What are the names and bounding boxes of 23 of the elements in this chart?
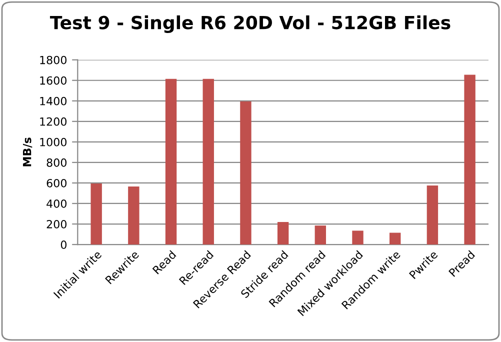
bar — [202, 78, 214, 245]
bar — [390, 232, 401, 245]
y-tick-label: 1000 — [40, 138, 66, 146]
bar — [90, 183, 102, 245]
bar — [426, 186, 438, 245]
bar — [128, 186, 140, 245]
bar — [165, 78, 177, 245]
bar — [314, 226, 326, 245]
y-tick-label: 800 — [46, 158, 66, 167]
y-tick-label: 1400 — [40, 96, 66, 106]
y-tick-label: 1800 — [40, 56, 66, 64]
y-tick-label: 200 — [46, 220, 66, 228]
chart-title: Test 9 - Single R6 20D Vol - 512GB Files — [50, 15, 450, 34]
y-tick-label: 600 — [46, 178, 66, 188]
bar — [464, 74, 476, 245]
y-tick-label: 0 — [60, 240, 66, 249]
bar — [240, 101, 252, 245]
y-tick-label: 400 — [46, 199, 66, 208]
y-tick-label: 1600 — [40, 76, 66, 85]
y-axis-title: MB/s — [22, 138, 32, 166]
bar — [277, 222, 289, 245]
y-tick-label: 1200 — [40, 117, 66, 126]
bar — [352, 230, 364, 245]
